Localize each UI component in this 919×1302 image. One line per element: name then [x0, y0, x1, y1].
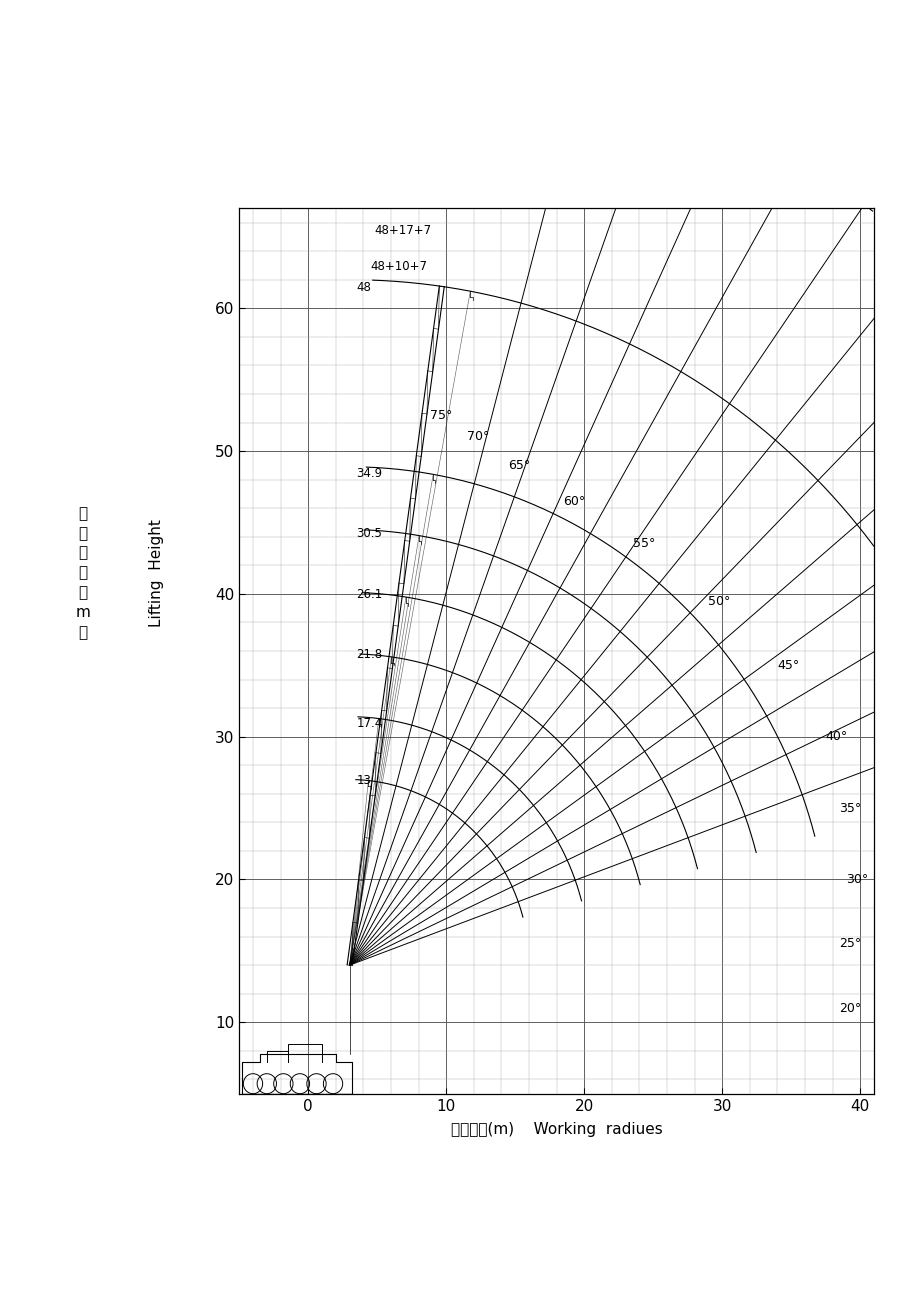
Text: 65°: 65° — [508, 458, 530, 471]
Text: 35°: 35° — [839, 802, 861, 815]
Text: Lifting  Height: Lifting Height — [149, 519, 164, 626]
Text: 48: 48 — [357, 281, 371, 294]
Text: 30°: 30° — [845, 872, 868, 885]
Text: 34.9: 34.9 — [357, 466, 382, 479]
Text: 48+10+7: 48+10+7 — [369, 259, 426, 272]
Text: 75°: 75° — [429, 409, 451, 422]
Text: 50°: 50° — [708, 595, 730, 608]
Text: 70°: 70° — [467, 430, 489, 443]
Text: 26.1: 26.1 — [357, 589, 382, 602]
Text: 45°: 45° — [777, 659, 799, 672]
Text: 30.5: 30.5 — [357, 526, 382, 539]
Text: 60°: 60° — [563, 495, 585, 508]
Text: 起
升
高
度
（
m
）: 起 升 高 度 （ m ） — [75, 506, 90, 639]
Text: 25°: 25° — [839, 937, 861, 950]
Text: 55°: 55° — [632, 538, 654, 551]
Text: 40°: 40° — [825, 730, 847, 743]
Text: 17.4: 17.4 — [357, 716, 382, 729]
X-axis label: 工作幅度(m)    Working  radiues: 工作幅度(m) Working radiues — [450, 1122, 662, 1137]
Text: 20°: 20° — [839, 1001, 861, 1014]
Text: 21.8: 21.8 — [357, 648, 382, 661]
Text: 13: 13 — [357, 773, 371, 786]
Text: 48+17+7: 48+17+7 — [374, 224, 431, 237]
